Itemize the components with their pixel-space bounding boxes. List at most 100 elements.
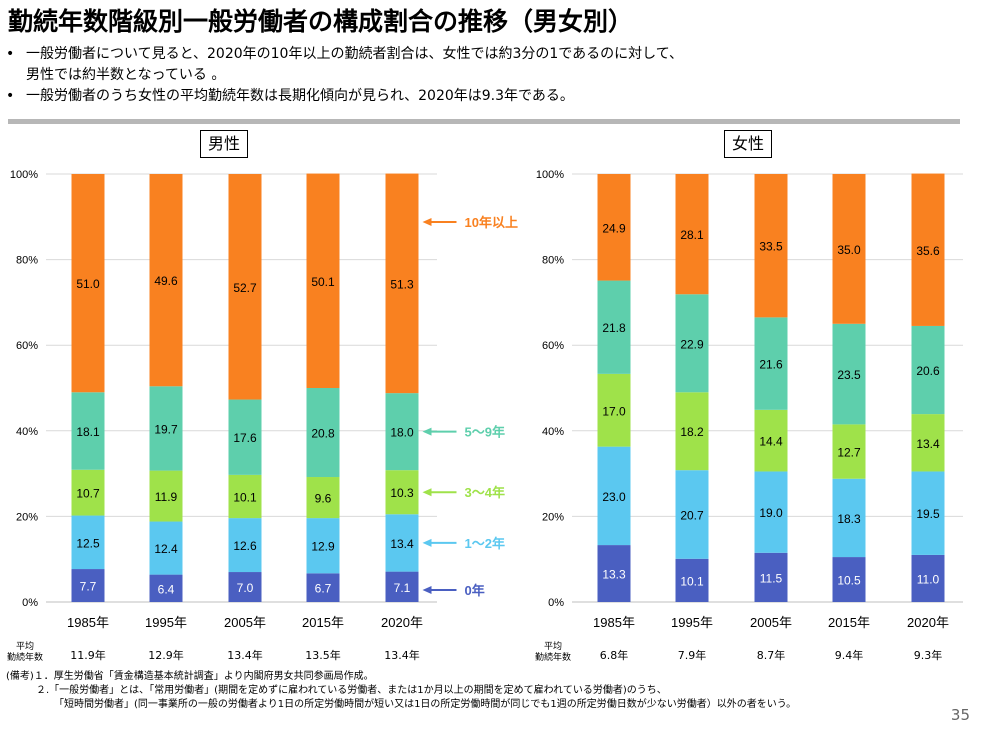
data-label: 13.4 (916, 437, 940, 451)
x-tick-label: 2015年 (828, 615, 870, 630)
bar-segment (597, 545, 631, 602)
data-label: 28.1 (680, 228, 704, 242)
data-label: 6.7 (315, 582, 332, 596)
bullet-continuation: 男性では約半数となっている 。 (26, 67, 226, 83)
data-label: 18.2 (680, 425, 704, 439)
avg-tenure-value: 8.7年 (756, 649, 786, 662)
data-label: 17.6 (233, 431, 257, 445)
bar-segment (675, 294, 709, 393)
bar-segment (149, 174, 183, 387)
data-label: 20.7 (680, 508, 704, 522)
y-tick-label: 40% (542, 426, 564, 438)
bullet-item-2: • 一般労働者のうち女性の平均勤続年数は長期化傾向が見られ、2020年は9.3年… (6, 86, 683, 107)
legend-arrow-head (422, 427, 432, 436)
y-tick-label: 60% (542, 340, 564, 352)
legend-arrow-head (422, 218, 432, 226)
y-tick-label: 20% (542, 511, 564, 523)
bar-segment (306, 477, 340, 519)
data-label: 23.0 (602, 490, 626, 504)
y-tick-label: 0% (548, 597, 564, 609)
data-label: 12.9 (311, 540, 335, 554)
y-tick-label: 80% (542, 255, 564, 267)
data-label: 21.8 (602, 321, 626, 335)
x-tick-label: 2005年 (750, 615, 792, 630)
legend-label: 1～2年 (465, 536, 505, 551)
x-tick-label: 2005年 (224, 615, 266, 630)
avg-tenure-value: 13.5年 (305, 649, 341, 662)
x-tick-label: 2020年 (381, 615, 423, 630)
footnotes: (備考)１．厚生労働省「賃金構造基本統計調査」より内閣府男女共同参画局作成。 ２… (6, 670, 796, 712)
page-number: 35 (950, 706, 970, 724)
data-label: 12.6 (233, 539, 257, 553)
x-tick-label: 1985年 (593, 615, 635, 630)
bar-segment (228, 174, 262, 400)
bullet-dot: • (6, 46, 15, 62)
bar-segment (71, 174, 105, 393)
data-label: 7.7 (80, 580, 97, 594)
legend-label: 0年 (465, 583, 485, 598)
data-label: 24.9 (602, 221, 626, 235)
data-label: 14.4 (759, 435, 783, 449)
avg-label-line2: 勤続年数 (534, 653, 571, 663)
x-tick-label: 1985年 (67, 615, 109, 630)
avg-tenure-label-female: 平均 勤続年数 (533, 642, 573, 664)
bar-segment (832, 478, 866, 558)
bar-segment (832, 323, 866, 425)
data-label: 19.0 (759, 506, 783, 520)
y-tick-label: 80% (16, 255, 38, 267)
data-label: 17.0 (602, 404, 626, 418)
data-label: 18.3 (837, 512, 861, 526)
data-label: 6.4 (158, 582, 175, 596)
x-tick-label: 2015年 (302, 615, 344, 630)
avg-label-line2: 勤続年数 (6, 653, 43, 663)
bar-segment (597, 446, 631, 546)
bar-segment (754, 552, 788, 602)
bar-segment (675, 470, 709, 559)
data-label: 35.0 (837, 243, 861, 257)
legend-label: 10年以上 (465, 215, 518, 230)
data-label: 7.0 (237, 581, 254, 595)
y-tick-label: 100% (10, 169, 38, 181)
x-tick-label: 2020年 (907, 615, 949, 630)
bullet-text: 一般労働者のうち女性の平均勤続年数は長期化傾向が見られ、2020年は9.3年であ… (26, 88, 574, 104)
bar-segment (149, 470, 183, 522)
avg-label-line1: 平均 (15, 642, 34, 652)
x-tick-label: 1995年 (671, 615, 713, 630)
data-label: 11.0 (917, 572, 940, 586)
data-label: 49.6 (154, 274, 178, 288)
data-label: 13.3 (602, 568, 626, 582)
data-label: 18.0 (390, 426, 414, 440)
data-label: 19.5 (916, 507, 940, 521)
bar-segment (306, 573, 340, 602)
bar-segment (675, 174, 709, 295)
bar-segment (149, 574, 183, 602)
data-label: 21.6 (759, 358, 783, 372)
panel-title-female: 女性 (724, 130, 773, 158)
bar-segment (597, 280, 631, 374)
bar-segment (149, 386, 183, 471)
data-label: 12.4 (154, 542, 178, 556)
y-tick-label: 0% (22, 597, 38, 609)
bar-segment (597, 174, 631, 281)
data-label: 22.9 (680, 337, 704, 351)
bar-segment (675, 392, 709, 471)
avg-tenure-label-male: 平均 勤続年数 (5, 642, 45, 664)
data-label: 10.1 (233, 490, 257, 504)
avg-label-line1: 平均 (543, 642, 562, 652)
data-label: 11.9 (155, 490, 178, 504)
bar-segment (71, 392, 105, 470)
legend-arrow-head (422, 586, 432, 594)
bar-segment (71, 469, 105, 516)
bar-segment (911, 173, 945, 326)
bar-segment (911, 554, 945, 602)
bar-segment (228, 474, 262, 519)
data-label: 10.5 (837, 574, 861, 588)
data-label: 20.8 (311, 427, 335, 441)
divider-rule (8, 119, 960, 124)
legend-label: 5～9年 (465, 425, 505, 440)
legend-arrow-head (422, 488, 432, 497)
data-label: 35.6 (916, 244, 940, 258)
avg-tenure-value: 12.9年 (148, 649, 184, 662)
legend-arrow-head (422, 538, 432, 547)
